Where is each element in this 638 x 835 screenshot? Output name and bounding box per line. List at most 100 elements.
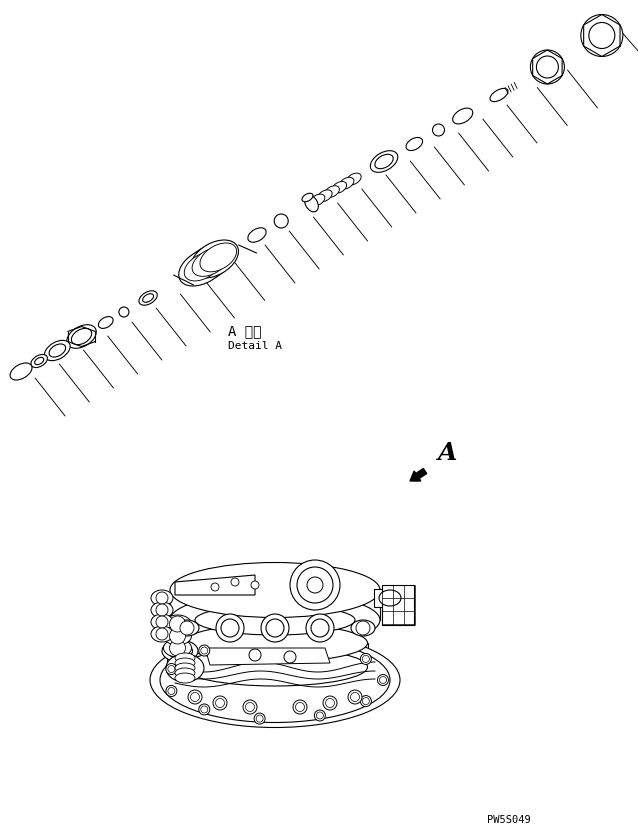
Circle shape (295, 702, 304, 711)
Ellipse shape (67, 325, 96, 348)
Circle shape (213, 696, 227, 710)
Ellipse shape (34, 357, 44, 365)
Circle shape (168, 665, 175, 672)
Ellipse shape (163, 627, 191, 645)
Circle shape (216, 614, 244, 642)
Ellipse shape (192, 247, 229, 276)
Ellipse shape (351, 620, 375, 636)
Ellipse shape (166, 654, 204, 682)
Ellipse shape (170, 563, 380, 618)
Circle shape (362, 655, 369, 662)
Circle shape (378, 675, 389, 686)
Polygon shape (205, 648, 330, 665)
Circle shape (360, 654, 371, 665)
Circle shape (254, 713, 265, 724)
Ellipse shape (317, 190, 332, 202)
Circle shape (188, 690, 202, 704)
Circle shape (243, 700, 257, 714)
Ellipse shape (45, 341, 70, 361)
Circle shape (119, 307, 129, 317)
Circle shape (170, 628, 186, 644)
Ellipse shape (182, 624, 367, 662)
Circle shape (290, 560, 340, 610)
Ellipse shape (163, 615, 191, 633)
Ellipse shape (150, 632, 400, 727)
Ellipse shape (452, 108, 473, 124)
Circle shape (537, 56, 558, 78)
Ellipse shape (10, 363, 32, 380)
Circle shape (156, 592, 168, 604)
Circle shape (221, 619, 239, 637)
Circle shape (249, 649, 261, 661)
Circle shape (306, 614, 334, 642)
Ellipse shape (49, 344, 66, 357)
Ellipse shape (151, 590, 173, 606)
Circle shape (581, 14, 623, 57)
Ellipse shape (406, 138, 422, 150)
Circle shape (156, 616, 168, 628)
Circle shape (356, 621, 370, 635)
Circle shape (246, 702, 255, 711)
Ellipse shape (168, 644, 193, 659)
Ellipse shape (379, 590, 401, 606)
Ellipse shape (302, 193, 313, 202)
Circle shape (307, 577, 323, 593)
Circle shape (168, 687, 175, 695)
Ellipse shape (184, 252, 221, 281)
Circle shape (231, 578, 239, 586)
Ellipse shape (346, 173, 361, 185)
Circle shape (350, 692, 359, 701)
Bar (167, 635, 182, 667)
Circle shape (362, 697, 369, 705)
Ellipse shape (175, 668, 195, 678)
Text: PW5S049: PW5S049 (487, 815, 531, 825)
Ellipse shape (98, 316, 113, 328)
Bar (382, 585, 414, 625)
Circle shape (199, 704, 210, 715)
Circle shape (589, 23, 615, 48)
Ellipse shape (175, 673, 195, 683)
Ellipse shape (339, 177, 354, 189)
Circle shape (170, 640, 186, 656)
Circle shape (360, 696, 371, 706)
Circle shape (156, 604, 168, 616)
Ellipse shape (163, 639, 191, 657)
Ellipse shape (370, 150, 398, 172)
Circle shape (180, 621, 194, 635)
Ellipse shape (195, 628, 355, 658)
Ellipse shape (175, 658, 195, 668)
Text: A 詳細: A 詳細 (228, 324, 262, 338)
Ellipse shape (151, 626, 173, 642)
Ellipse shape (175, 653, 195, 663)
Circle shape (261, 614, 289, 642)
Circle shape (266, 619, 284, 637)
Circle shape (530, 50, 565, 84)
Ellipse shape (182, 648, 367, 686)
Circle shape (201, 647, 208, 654)
Ellipse shape (179, 248, 226, 286)
Circle shape (166, 664, 177, 675)
Circle shape (199, 645, 210, 656)
Ellipse shape (160, 637, 390, 722)
Circle shape (166, 686, 177, 696)
Circle shape (348, 690, 362, 704)
Ellipse shape (304, 195, 318, 212)
Circle shape (201, 706, 208, 713)
Polygon shape (175, 575, 255, 595)
Ellipse shape (185, 244, 232, 282)
Circle shape (191, 692, 200, 701)
Ellipse shape (325, 185, 339, 198)
Circle shape (311, 619, 329, 637)
Ellipse shape (162, 640, 198, 662)
Circle shape (315, 710, 325, 721)
Circle shape (211, 583, 219, 591)
Circle shape (251, 581, 259, 589)
Circle shape (380, 676, 387, 684)
Bar (374, 589, 390, 607)
Ellipse shape (175, 663, 195, 673)
Circle shape (170, 616, 186, 632)
Ellipse shape (310, 194, 325, 206)
Ellipse shape (139, 291, 157, 306)
Ellipse shape (195, 605, 355, 635)
Ellipse shape (248, 228, 266, 242)
